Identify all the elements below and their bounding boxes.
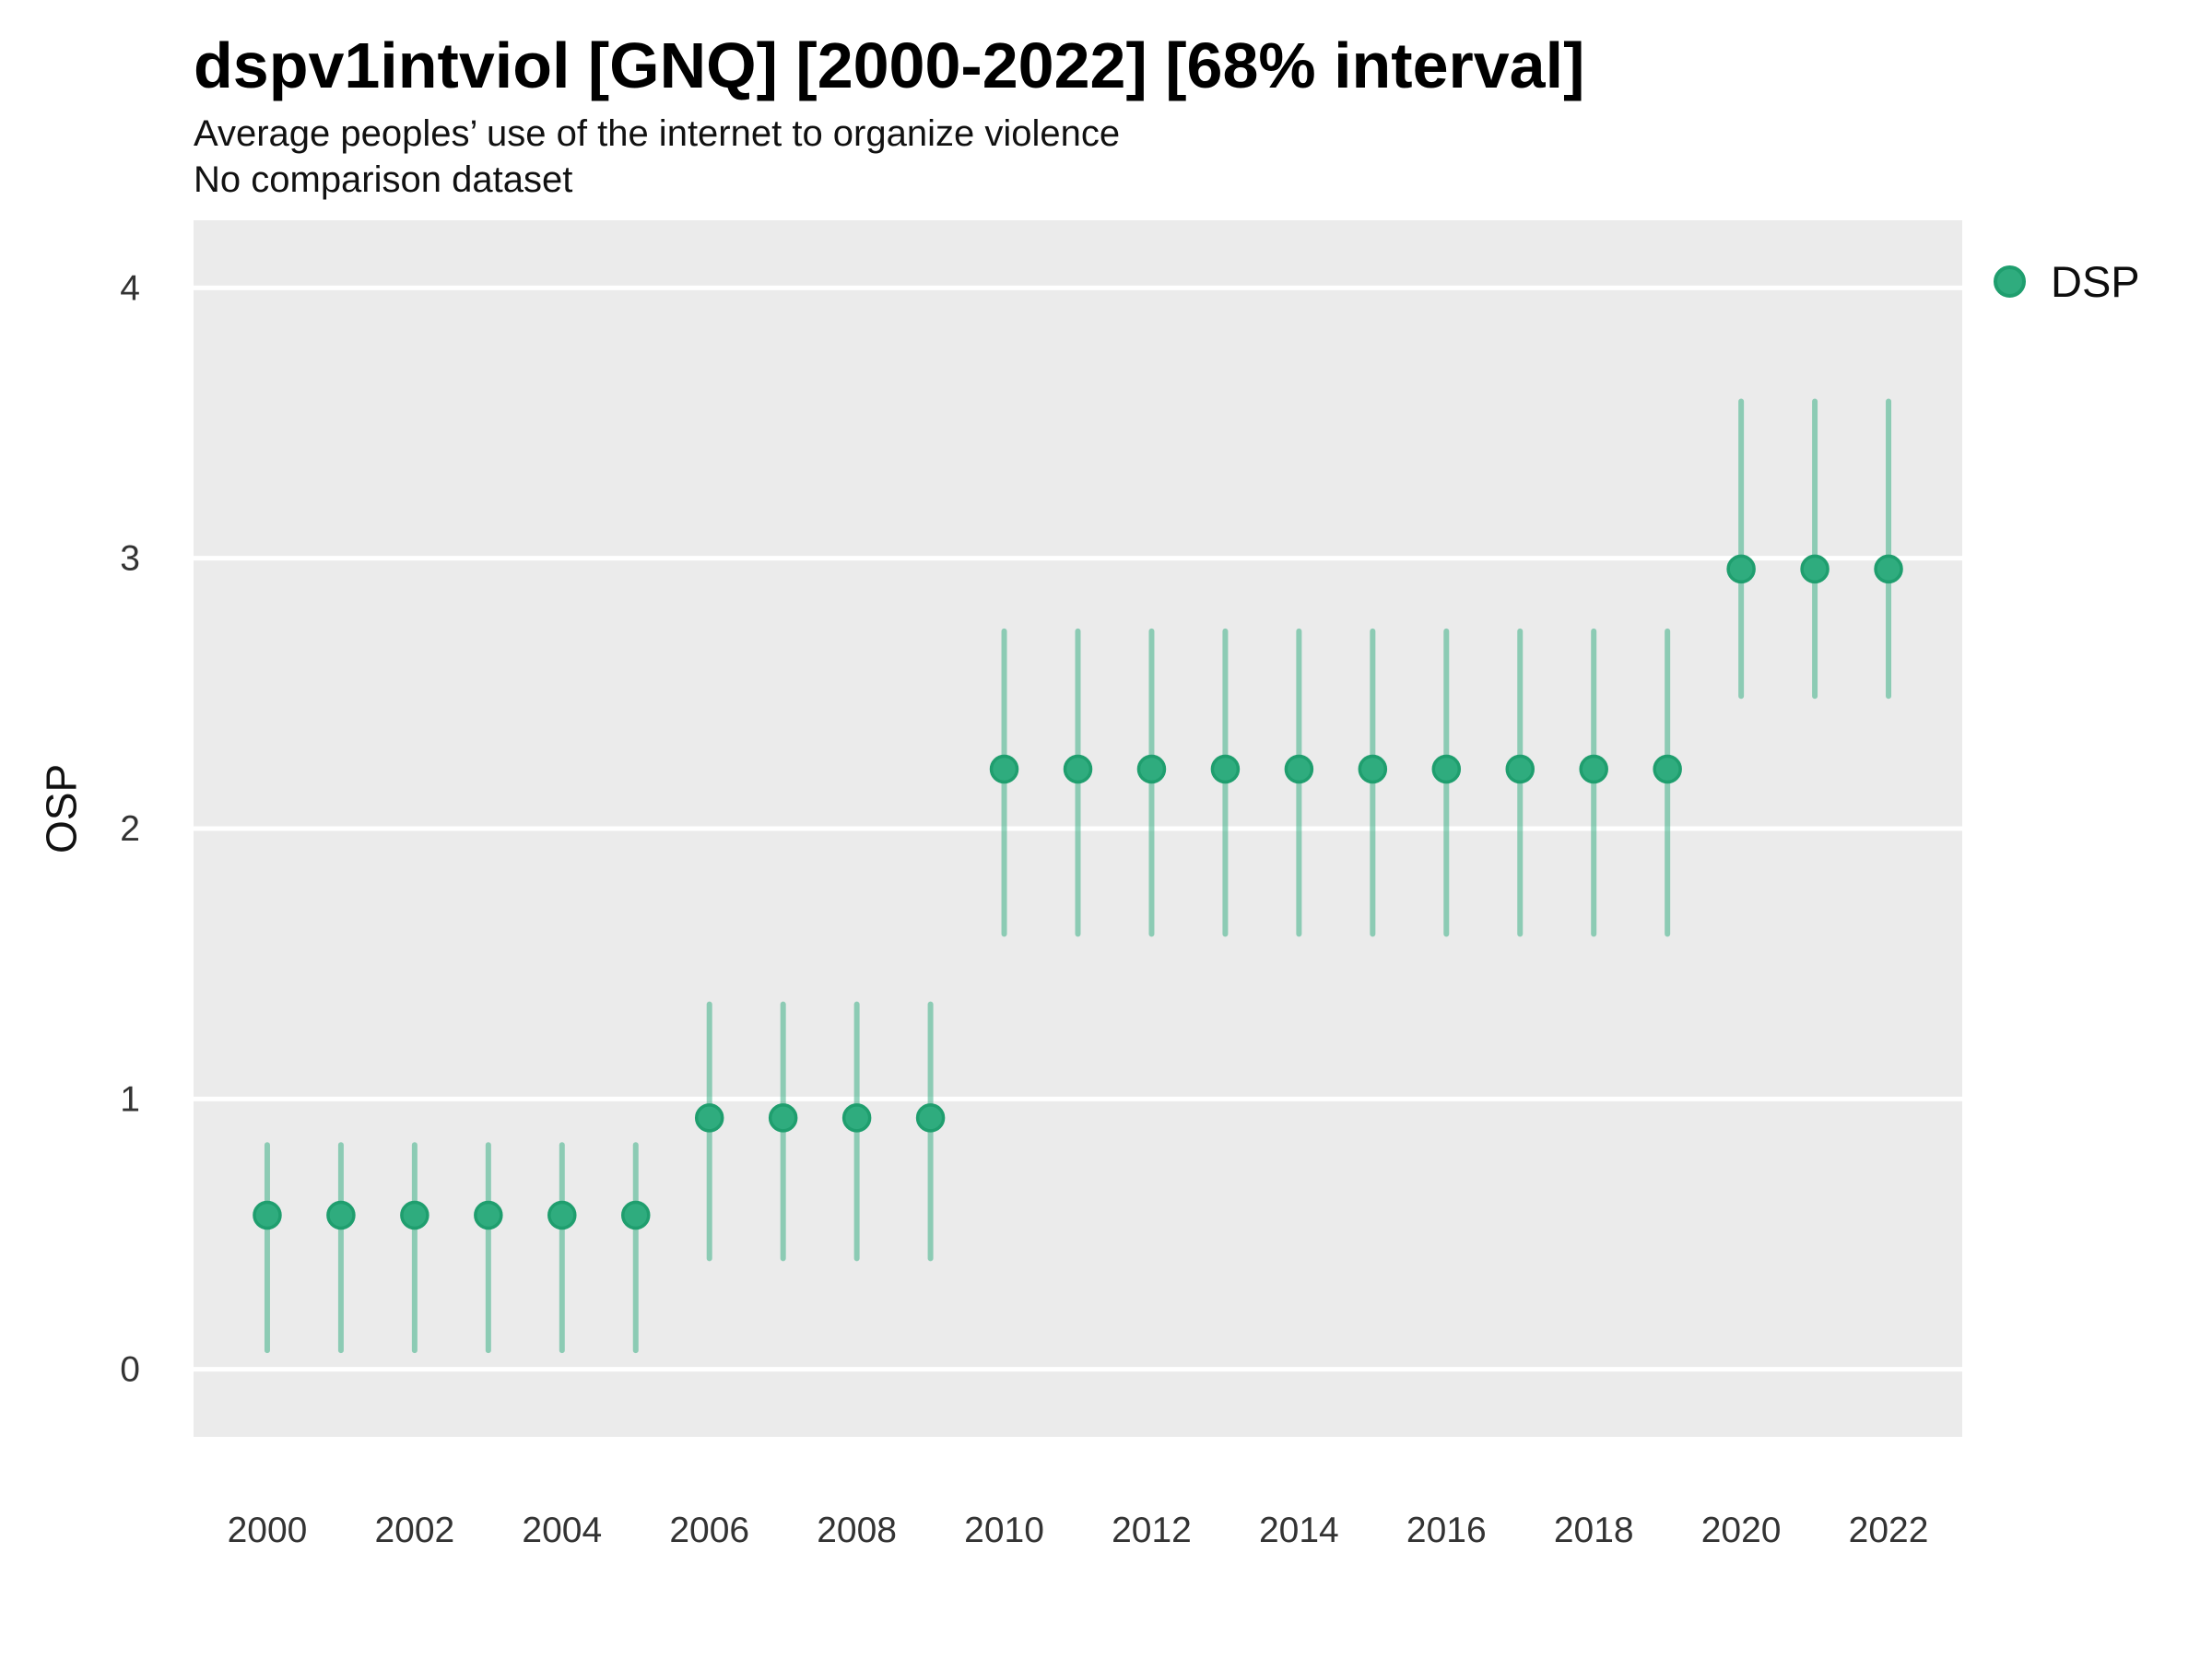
data-point (1505, 754, 1535, 784)
data-point (989, 754, 1019, 784)
data-point (1579, 754, 1608, 784)
y-tick-label: 3 (120, 539, 140, 579)
x-tick-label: 2018 (1554, 1511, 1634, 1550)
data-point (1358, 754, 1388, 784)
x-tick-label: 2006 (669, 1511, 749, 1550)
chart-title: dspv1intviol [GNQ] [2000-2022] [68% inte… (194, 29, 1585, 101)
data-point (400, 1200, 429, 1230)
x-tick-label: 2022 (1849, 1511, 1929, 1550)
x-tick-label: 2014 (1259, 1511, 1339, 1550)
chart-comparison-note: No comparison dataset (194, 159, 573, 200)
x-tick-label: 2016 (1406, 1511, 1487, 1550)
data-point (915, 1103, 946, 1133)
data-point (1284, 754, 1314, 784)
x-tick-label: 2010 (964, 1511, 1044, 1550)
data-point (1431, 754, 1462, 784)
data-point (1800, 554, 1830, 584)
y-tick-label: 0 (120, 1350, 140, 1390)
chart-header: dspv1intviol [GNQ] [2000-2022] [68% inte… (194, 33, 1584, 203)
y-tick-label: 2 (120, 809, 140, 849)
data-point (326, 1200, 356, 1230)
chart-subtitle: Average peoples’ use of the internet to … (194, 113, 1121, 154)
x-tick-label: 2002 (374, 1511, 454, 1550)
x-tick-label: 2008 (817, 1511, 897, 1550)
x-tick-label: 2004 (522, 1511, 602, 1550)
legend-series-label: DSP (2051, 257, 2140, 306)
data-point (474, 1200, 503, 1230)
y-tick-label: 1 (120, 1079, 140, 1119)
data-point (1063, 754, 1093, 784)
x-tick-label: 2020 (1701, 1511, 1782, 1550)
data-point (694, 1103, 724, 1133)
data-point (1136, 754, 1167, 784)
data-point (253, 1200, 282, 1230)
data-point (1653, 754, 1682, 784)
legend: DSP (1994, 256, 2140, 307)
data-point (1726, 554, 1756, 584)
x-tick-label: 2000 (228, 1511, 308, 1550)
data-point (1874, 554, 1903, 584)
data-point (621, 1200, 651, 1230)
data-point (547, 1200, 577, 1230)
y-tick-label: 4 (120, 268, 140, 308)
data-point (841, 1103, 872, 1133)
data-point (768, 1103, 798, 1133)
x-tick-label: 2012 (1112, 1511, 1192, 1550)
data-point (1210, 754, 1241, 784)
legend-point-icon (1994, 265, 2026, 298)
